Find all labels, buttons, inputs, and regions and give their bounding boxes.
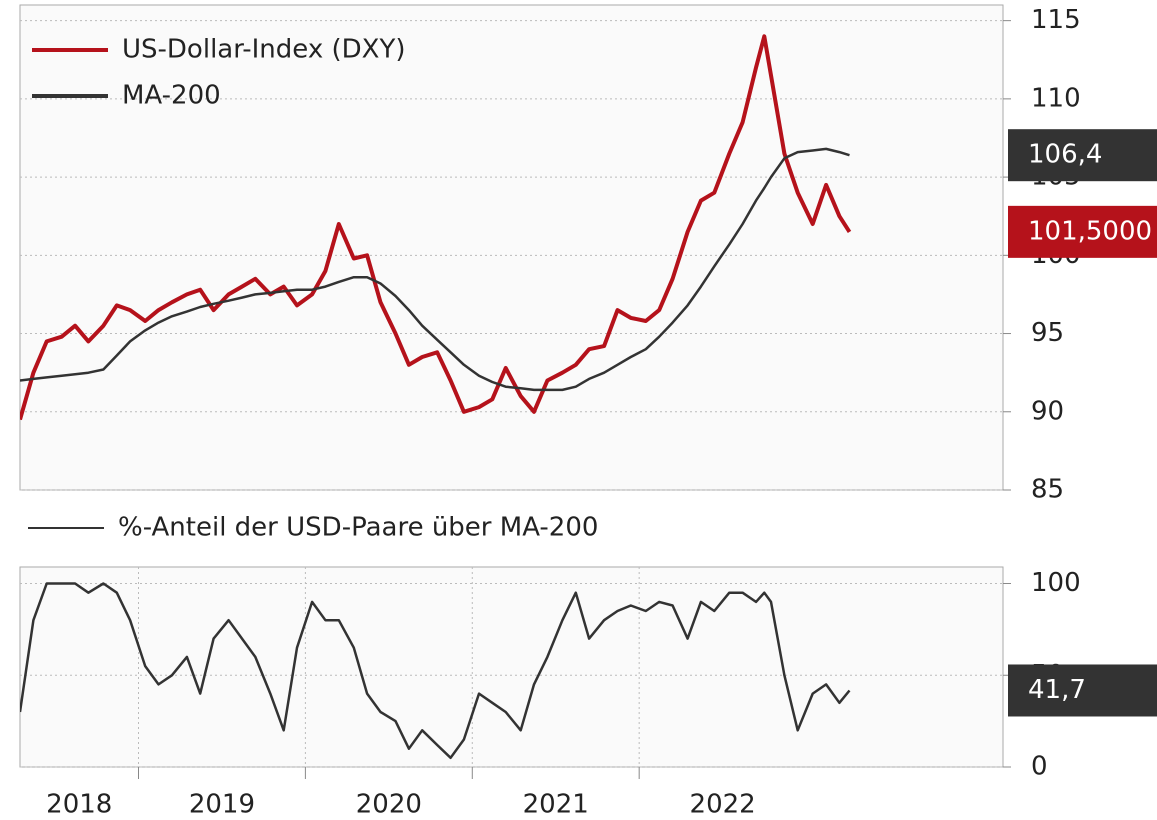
y-tick-label: 90 bbox=[1031, 396, 1064, 426]
y-tick-label: 95 bbox=[1031, 318, 1064, 348]
x-tick-label: 2020 bbox=[356, 790, 422, 820]
y-tick-label: 85 bbox=[1031, 475, 1064, 505]
legend-label: %-Anteil der USD-Paare über MA-200 bbox=[118, 513, 598, 543]
plot-area bbox=[19, 4, 1004, 491]
end-label-box bbox=[1008, 129, 1157, 182]
end-label-box bbox=[1008, 205, 1157, 258]
legend-label: US-Dollar-Index (DXY) bbox=[122, 35, 405, 65]
series-line bbox=[20, 34, 852, 421]
series-line bbox=[20, 147, 850, 392]
x-tick-label: 2021 bbox=[523, 790, 589, 820]
end-label: 106,4 bbox=[1028, 140, 1102, 170]
plot-area bbox=[19, 566, 1004, 768]
y-tick-label: 110 bbox=[1031, 83, 1081, 113]
y-tick-label: 115 bbox=[1031, 5, 1081, 35]
x-tick-label: 2018 bbox=[46, 790, 112, 820]
x-tick-label: 2022 bbox=[690, 790, 756, 820]
y-tick-label: 100 bbox=[1031, 568, 1081, 598]
x-tick-label: 2019 bbox=[189, 790, 255, 820]
end-label: 41,7 bbox=[1028, 675, 1086, 705]
end-label-box bbox=[1008, 664, 1157, 717]
y-tick-label: 0 bbox=[1031, 752, 1048, 782]
legend-label: MA-200 bbox=[122, 81, 221, 111]
series-line bbox=[20, 582, 851, 760]
end-label: 101,5000 bbox=[1028, 216, 1152, 246]
